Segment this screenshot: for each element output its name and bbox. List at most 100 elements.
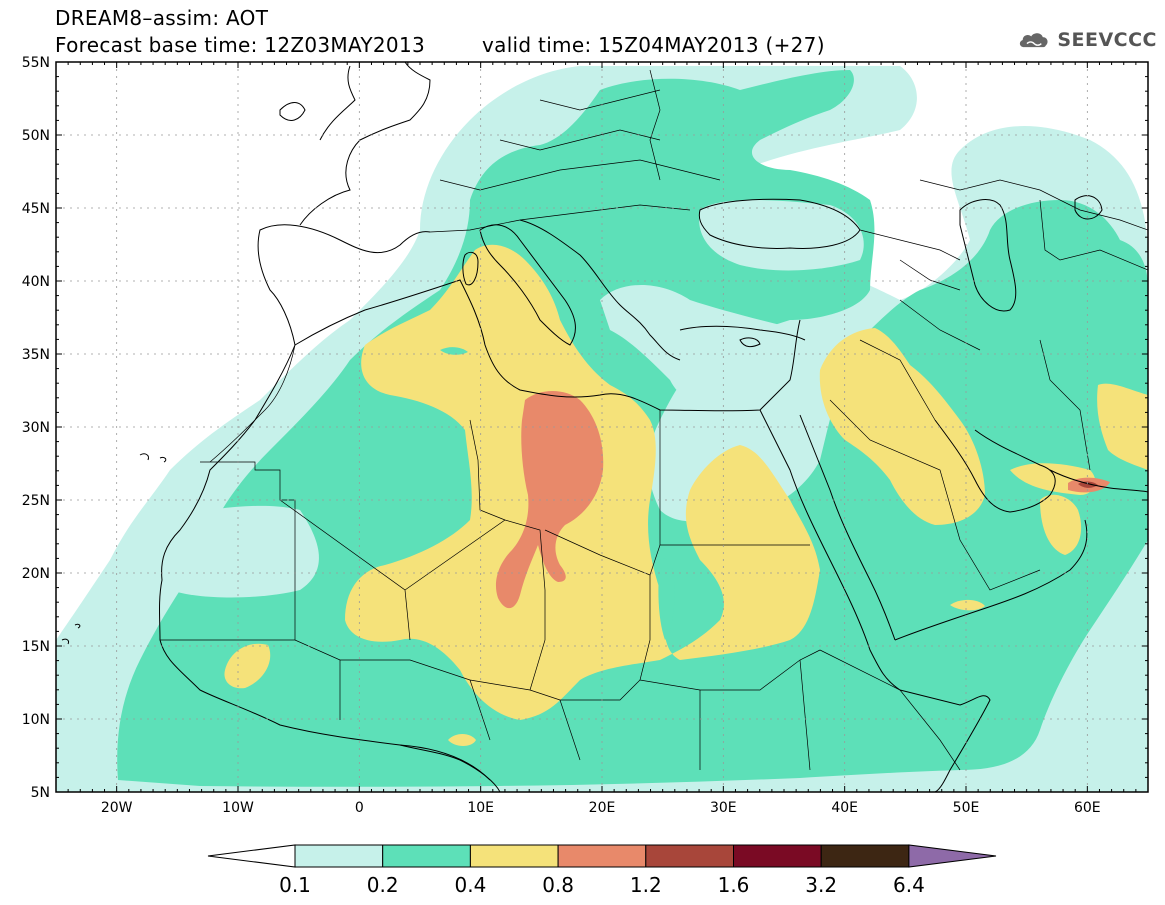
- lon-label: 20W: [101, 800, 133, 816]
- lon-label: 0: [355, 800, 364, 816]
- aot-contours: [56, 66, 1148, 792]
- border-libya-sudan: [544, 529, 661, 576]
- coastlines: [61, 62, 1148, 792]
- border-niger-chad: [404, 519, 546, 691]
- coast-turkey-south: [679, 325, 806, 341]
- border-iran-east: [1039, 339, 1091, 471]
- aot-level-0.1-aegean: [600, 285, 800, 404]
- coast-mediterranean-south: [294, 279, 801, 412]
- lon-label: 40E: [831, 800, 858, 816]
- aot-level-0.4-pakistan: [1097, 383, 1148, 470]
- colorbar-label: 0.8: [542, 873, 574, 897]
- seevccc-logo: SEEVCCC: [1017, 26, 1157, 54]
- coast-aral: [1074, 195, 1103, 220]
- colorbar-under-arrow: [207, 844, 296, 868]
- aot-level-0.1-atlantic: [153, 505, 319, 598]
- border-chad-sudan: [639, 575, 651, 681]
- border-central-africa: [339, 659, 811, 771]
- border-russia-kazakh: [919, 179, 1148, 271]
- colorbar-labels: 0.1 0.2 0.4 0.8 1.2 1.6 3.2 6.4: [279, 873, 925, 897]
- colorbar-over-arrow: [908, 844, 997, 868]
- colorbar-label: 1.6: [718, 873, 750, 897]
- colorbar-label: 6.4: [893, 873, 925, 897]
- coast-red-sea-east: [799, 414, 896, 641]
- lon-label: 20E: [589, 800, 616, 816]
- coast-france-uk: [299, 62, 431, 226]
- aot-level-0.4-nile: [658, 558, 675, 640]
- aot-level-0.4-arabia: [819, 328, 985, 525]
- aot-level-0.4-gulf: [1040, 494, 1082, 555]
- lon-label: 10W: [222, 800, 254, 816]
- border-caucasus: [859, 229, 961, 291]
- aot-level-0.8-libya: [495, 391, 604, 609]
- country-borders: [160, 69, 1148, 771]
- forecast-base-time: Forecast base time: 12Z03MAY2013: [55, 33, 425, 57]
- colorbar-swatch: [294, 844, 384, 868]
- lat-label: 20N: [22, 566, 50, 582]
- coast-sardinia: [462, 251, 479, 286]
- coast-cyprus: [739, 337, 761, 348]
- coast-horn: [899, 689, 991, 792]
- map-title: DREAM8–assim: AOT: [55, 6, 269, 30]
- border-saudi: [829, 399, 1041, 591]
- lon-labels: 20W 10W 0 10E 20E 30E 40E 50E 60E: [101, 800, 1101, 816]
- lat-label: 45N: [22, 201, 50, 217]
- lon-label: 50E: [953, 800, 980, 816]
- colorbar-label: 1.2: [630, 873, 662, 897]
- aot-level-0.1-turkey: [699, 200, 864, 271]
- lat-label: 25N: [22, 493, 50, 509]
- lon-label: 30E: [710, 800, 737, 816]
- colorbar-label: 0.4: [454, 873, 486, 897]
- coast-gulf-of-guinea: [399, 744, 501, 792]
- coast-italy: [479, 224, 576, 346]
- colorbar-swatch: [382, 844, 471, 868]
- border-europe: [429, 69, 721, 233]
- colorbar-label: 0.2: [367, 873, 399, 897]
- lat-label: 40N: [22, 274, 50, 290]
- border-iraq-iran: [859, 299, 981, 421]
- lat-label: 55N: [22, 55, 50, 71]
- lat-label: 5N: [31, 785, 50, 801]
- coast-caspian: [959, 199, 1017, 312]
- coast-iberia: [257, 224, 431, 346]
- coast-uk: [319, 65, 356, 141]
- coast-balkans: [519, 219, 681, 361]
- lat-label: 10N: [22, 712, 50, 728]
- lon-label: 10E: [467, 800, 494, 816]
- colorbar-swatch: [820, 844, 910, 868]
- coast-canaries: [139, 453, 167, 463]
- coast-cape-verde: [61, 623, 81, 645]
- coast-arabia-south: [894, 519, 1088, 641]
- aot-level-0.4-small: [448, 734, 476, 746]
- border-ethiopia: [819, 649, 961, 771]
- axis-ticks: [55, 61, 1149, 793]
- colorbar-label: 3.2: [805, 873, 837, 897]
- coast-ireland: [279, 102, 306, 121]
- colorbar-swatch: [557, 844, 647, 868]
- coast-africa-west: [159, 344, 491, 781]
- lat-lon-grid: [56, 62, 1148, 792]
- coast-persian-gulf: [934, 419, 1056, 513]
- aot-level-0.4-sahel: [224, 643, 271, 689]
- colorbar-label: 0.1: [279, 873, 311, 897]
- valid-time: valid time: 15Z04MAY2013 (+27): [482, 33, 825, 57]
- lat-label: 50N: [22, 128, 50, 144]
- coast-red-sea-west: [759, 409, 901, 691]
- coast-iran-south: [1049, 469, 1148, 493]
- lon-label: 60E: [1074, 800, 1101, 816]
- colorbar-swatch: [645, 844, 734, 868]
- aot-level-0.4-yemen: [950, 599, 985, 611]
- colorbar: [207, 844, 997, 868]
- border-morocco-algeria: [209, 344, 296, 463]
- lat-label: 30N: [22, 420, 50, 436]
- lat-label: 35N: [22, 347, 50, 363]
- colorbar-swatch: [733, 844, 822, 868]
- coast-black-sea: [698, 198, 861, 249]
- logo-text: SEEVCCC: [1057, 29, 1157, 51]
- lat-labels: 5N 10N 15N 20N 25N 30N 35N 40N 45N 50N 55N: [22, 55, 50, 801]
- border-algeria-libya: [469, 419, 506, 521]
- lat-label: 15N: [22, 639, 50, 655]
- aot-level-1.2-iran: [1078, 481, 1098, 488]
- colorbar-swatch: [469, 844, 559, 868]
